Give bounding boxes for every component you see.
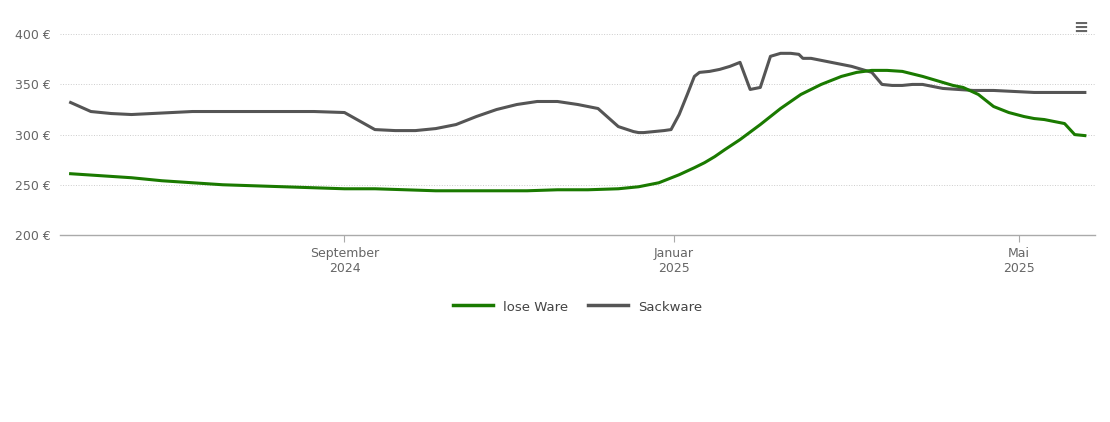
Legend: lose Ware, Sackware: lose Ware, Sackware — [447, 295, 708, 319]
Text: ≡: ≡ — [1072, 19, 1088, 37]
